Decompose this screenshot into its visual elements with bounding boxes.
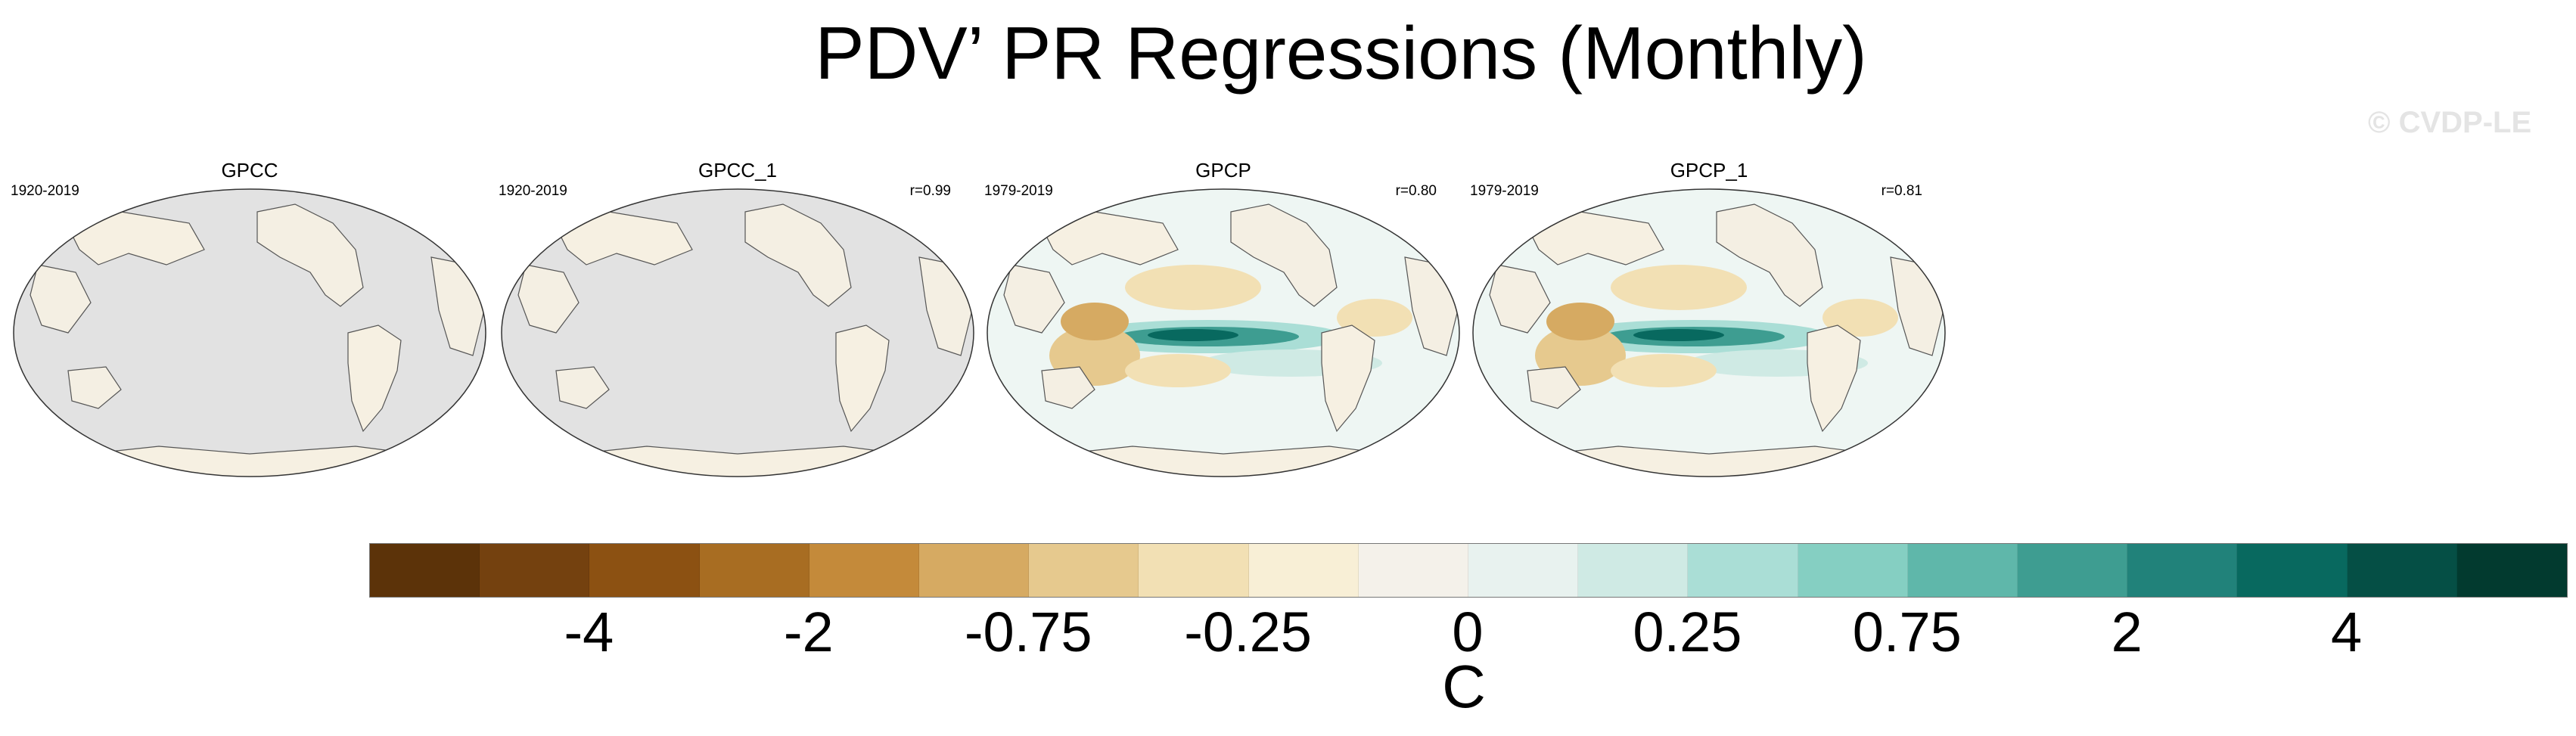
colorbar-swatch	[699, 544, 809, 597]
colorbar-swatch	[1468, 544, 1579, 597]
panel-years: 1920-2019	[499, 183, 567, 199]
colorbar-swatch	[1798, 544, 1908, 597]
colorbar-swatch	[2347, 544, 2457, 597]
panel-title: GPCP_1	[1670, 159, 1748, 182]
panel-years: 1920-2019	[11, 183, 79, 199]
panel-correlation: r=0.81	[1881, 183, 1922, 199]
colorbar-swatch	[1907, 544, 2018, 597]
colorbar-tick-label: 0.25	[1633, 601, 1742, 663]
colorbar-swatch	[2456, 544, 2568, 597]
figure-title: PDV’ PR Regressions (Monthly)	[815, 11, 1867, 95]
colorbar-tick-label: 4	[2331, 601, 2363, 663]
colorbar-swatch	[1248, 544, 1359, 597]
panel-correlation: r=0.99	[909, 183, 951, 199]
colorbar-swatch	[480, 544, 590, 597]
colorbar-tick-label: -0.25	[1184, 601, 1312, 663]
globe-map	[501, 188, 974, 477]
globe-map	[1472, 188, 1946, 477]
globe-map	[987, 188, 1460, 477]
colorbar-swatch	[2127, 544, 2238, 597]
colorbar-tick-label: 2	[2111, 601, 2143, 663]
colorbar-tick-label: -4	[564, 601, 614, 663]
panel-title: GPCC_1	[698, 159, 778, 182]
panel-title: GPCC	[221, 159, 278, 182]
colorbar-tick-label: 0	[1452, 601, 1484, 663]
colorbar-unit: C	[1442, 653, 1486, 720]
colorbar-swatch	[2237, 544, 2348, 597]
map-panel-1: GPCC 1920-2019	[8, 151, 492, 484]
colorbar	[369, 543, 2568, 598]
colorbar-swatch	[370, 544, 480, 597]
globe-map	[13, 188, 486, 477]
map-panel-3: GPCP 1979-2019 r=0.80	[981, 151, 1465, 484]
map-panel-2: GPCC_1 1920-2019 r=0.99	[496, 151, 980, 484]
colorbar-swatch	[1139, 544, 1249, 597]
colorbar-swatch	[809, 544, 920, 597]
colorbar-swatch	[589, 544, 700, 597]
colorbar-tick-label: -2	[783, 601, 834, 663]
colorbar-swatch	[1029, 544, 1139, 597]
panel-years: 1979-2019	[1470, 183, 1539, 199]
panel-title: GPCP	[1195, 159, 1251, 182]
watermark: © CVDP-LE	[2368, 106, 2532, 139]
colorbar-swatch	[1578, 544, 1689, 597]
colorbar-swatch	[1358, 544, 1469, 597]
colorbar-swatch	[919, 544, 1030, 597]
map-panel-4: GPCP_1 1979-2019 r=0.81	[1467, 151, 1951, 484]
colorbar-swatch	[1688, 544, 1798, 597]
colorbar-tick-label: 0.75	[1852, 601, 1962, 663]
colorbar-tick-label: -0.75	[964, 601, 1092, 663]
panel-years: 1979-2019	[984, 183, 1053, 199]
colorbar-swatch	[2018, 544, 2128, 597]
panel-correlation: r=0.80	[1395, 183, 1437, 199]
